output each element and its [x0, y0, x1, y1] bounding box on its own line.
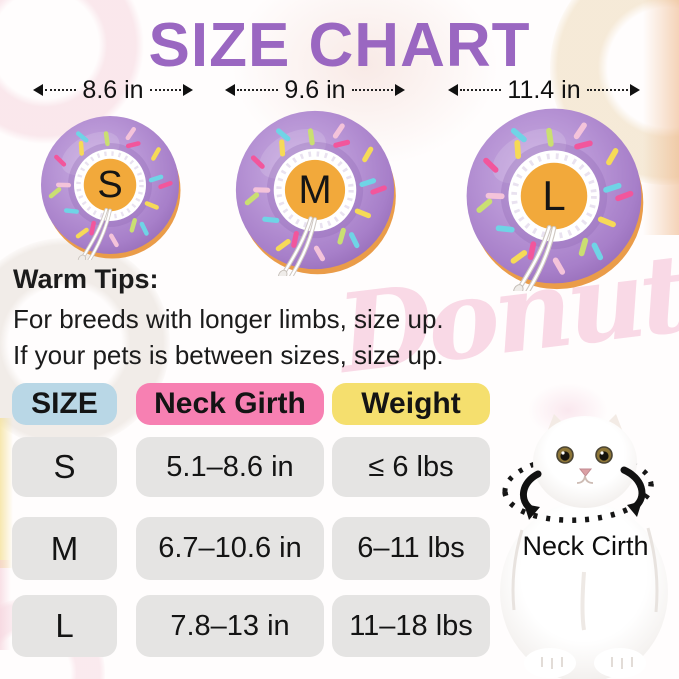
page-title: SIZE CHART: [148, 11, 531, 80]
donut-size-letter: M: [298, 167, 332, 212]
cell-neck-s: 5.1–8.6 in: [136, 437, 324, 497]
warm-tips-heading: Warm Tips:: [13, 264, 159, 294]
dotted-line: [586, 89, 628, 91]
arrow-left-icon: [225, 84, 235, 96]
cell-size-l: L: [12, 595, 117, 657]
cell-weight-l: 11–18 lbs: [332, 595, 490, 657]
arrow-right-icon: [630, 84, 640, 96]
dotted-line: [237, 89, 279, 91]
cat-paw-icon: [594, 648, 646, 678]
header-cell-size: SIZE: [12, 383, 117, 425]
cell-weight-m: 6–11 lbs: [332, 517, 490, 580]
donut-illustration: [41, 116, 181, 260]
arrow-left-icon: [33, 84, 43, 96]
cat-paw-icon: [524, 648, 576, 678]
cell-weight-s: ≤ 6 lbs: [332, 437, 490, 497]
dimension-label-s: 8.6 in: [33, 75, 194, 104]
arrow-left-icon: [448, 84, 458, 96]
dotted-line: [351, 89, 394, 91]
dimension-label-m: 9.6 in: [225, 75, 406, 104]
neck-girth-dashed-arc: [502, 483, 654, 523]
cell-size-m: M: [12, 517, 117, 580]
size-table: SIZE Neck Girth Weight S 5.1–8.6 in ≤ 6 …: [12, 383, 490, 657]
dotted-line: [460, 89, 502, 91]
dotted-line: [149, 89, 182, 91]
arrow-right-icon: [183, 84, 194, 96]
neck-girth-arrow-icon: [520, 466, 646, 520]
donut-collar-large: L: [459, 101, 649, 291]
donut-collar-medium: M: [229, 104, 401, 276]
cat-photo: [492, 410, 679, 679]
dimension-value: 9.6 in: [284, 75, 346, 104]
cell-neck-l: 7.8–13 in: [136, 595, 324, 657]
donut-size-letter: L: [542, 172, 566, 219]
cell-size-s: S: [12, 437, 117, 497]
arrow-right-icon: [395, 84, 406, 96]
neck-girth-dashed-arc: [502, 453, 654, 493]
cat-illustration: [500, 414, 668, 679]
warm-tips: Warm Tips: For breeds with longer limbs,…: [13, 264, 444, 376]
warm-tips-line: If your pets is between sizes, size up.: [13, 340, 444, 370]
cat-nose-icon: [578, 468, 593, 477]
header-cell-neck-girth: Neck Girth: [136, 383, 324, 425]
warm-tips-line: For breeds with longer limbs, size up.: [13, 304, 444, 334]
header-cell-weight: Weight: [332, 383, 490, 425]
dimension-value: 8.6 in: [82, 75, 144, 104]
dimension-value: 11.4 in: [507, 75, 581, 104]
dimension-label-l: 11.4 in: [448, 75, 640, 104]
donut-size-letter: S: [97, 163, 123, 206]
cell-neck-m: 6.7–10.6 in: [136, 517, 324, 580]
dotted-line: [45, 89, 77, 91]
bg-pink-edge: [0, 560, 11, 650]
neck-girth-annotation-label: Neck Cirth: [522, 531, 649, 561]
donut-collar-small: S: [35, 110, 185, 260]
